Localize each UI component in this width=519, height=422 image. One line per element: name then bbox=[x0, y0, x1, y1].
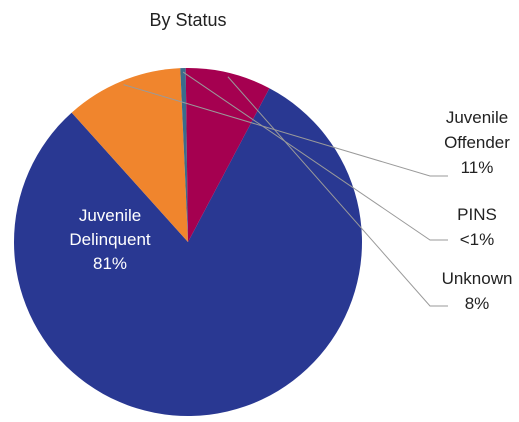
slice-label-unknown: Unknown 8% bbox=[227, 76, 513, 313]
slice-label-line: 11% bbox=[461, 158, 494, 177]
slice-label-line: PINS bbox=[457, 205, 497, 224]
slice-label-line: Unknown bbox=[442, 269, 513, 288]
slice-label-line: Offender bbox=[444, 133, 510, 152]
leader-line bbox=[227, 76, 448, 307]
slice-label-line: 81% bbox=[93, 254, 127, 273]
leader-line bbox=[123, 84, 448, 177]
slice-label-line: 8% bbox=[465, 294, 490, 313]
slice-label-juvenile-offender: Juvenile Offender 11% bbox=[123, 84, 510, 177]
pie-slice-pins bbox=[180, 68, 188, 243]
slice-label-juvenile-delinquent: Juvenile Delinquent 81% bbox=[69, 206, 151, 273]
slice-label-pins: PINS <1% bbox=[182, 71, 497, 249]
pie-slice-juvenile-offender bbox=[71, 68, 188, 242]
pie-slice-juvenile-delinquent bbox=[14, 88, 363, 416]
slice-label-line: Juvenile bbox=[79, 206, 141, 225]
slice-label-line: Juvenile bbox=[446, 108, 508, 127]
slice-label-line: Delinquent bbox=[69, 230, 151, 249]
pie-slice-unknown bbox=[185, 67, 270, 242]
leader-line bbox=[182, 71, 448, 241]
slice-label-line: <1% bbox=[460, 230, 495, 249]
chart-title: By Status bbox=[149, 10, 226, 30]
